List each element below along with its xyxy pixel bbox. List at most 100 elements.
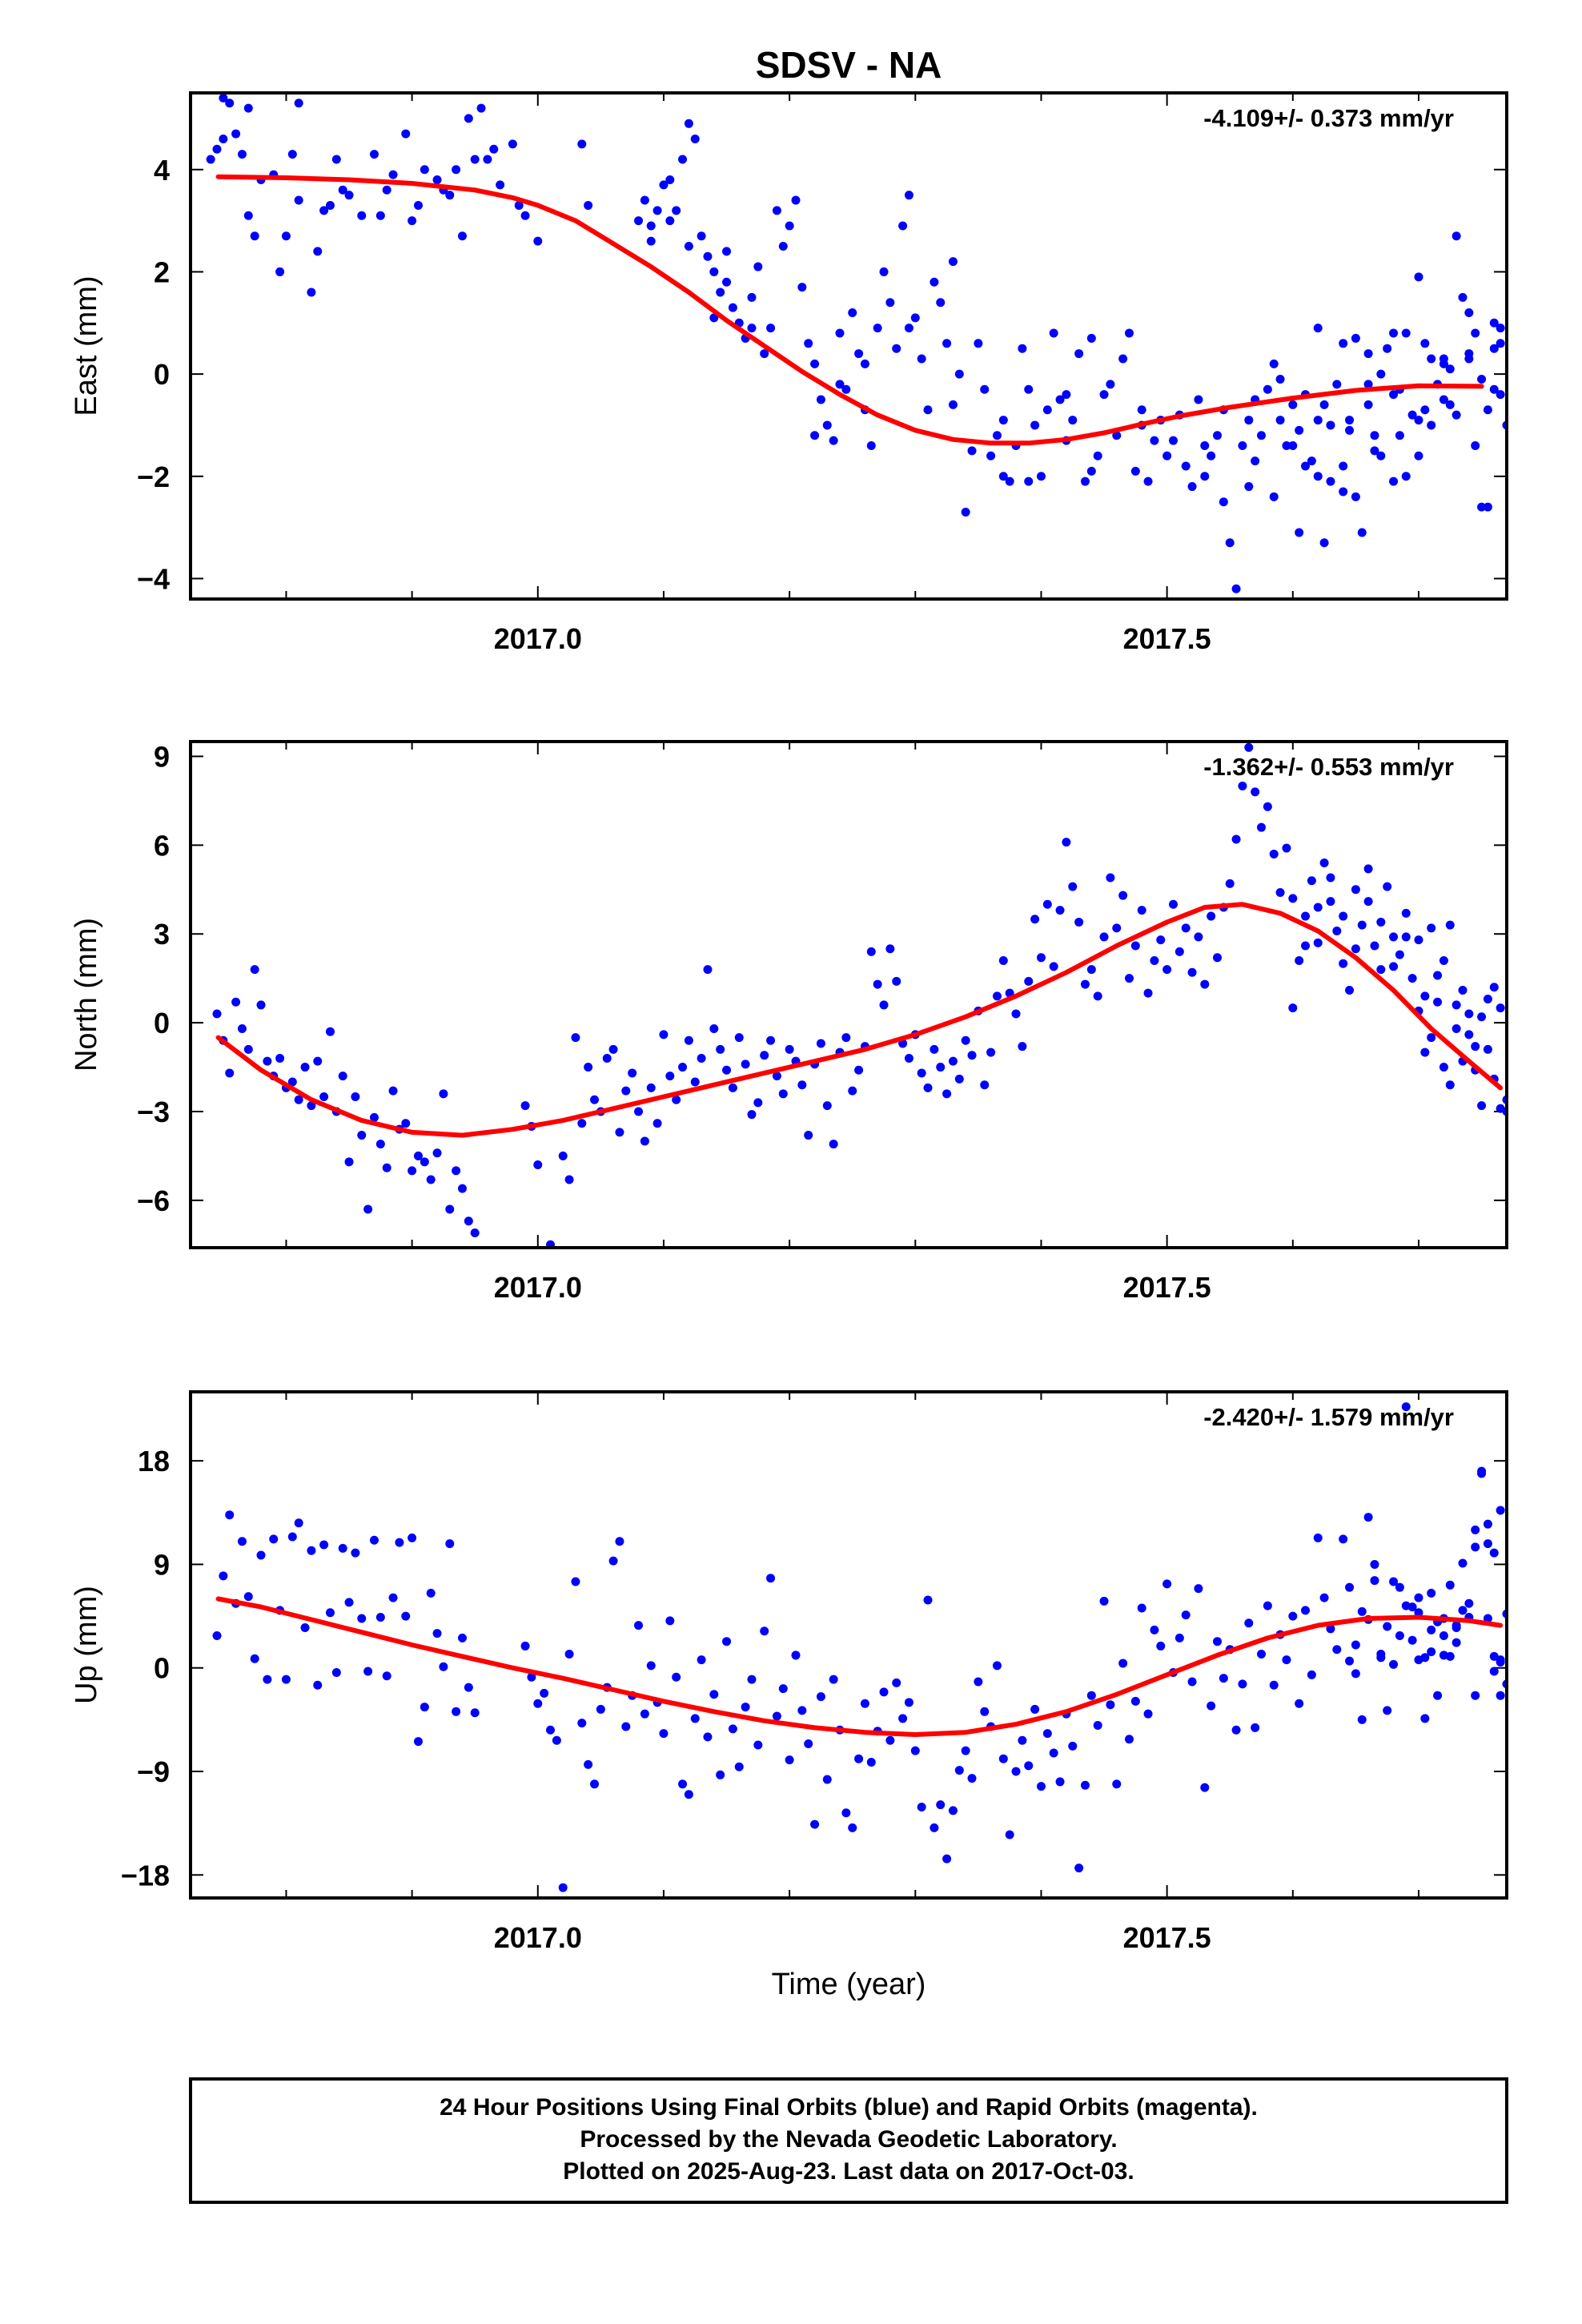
data-point bbox=[628, 1068, 637, 1078]
data-point bbox=[772, 1072, 781, 1081]
data-point bbox=[885, 298, 895, 308]
data-point bbox=[848, 1823, 857, 1832]
data-point bbox=[1150, 1625, 1159, 1634]
data-point bbox=[577, 1119, 587, 1128]
data-point bbox=[1313, 1533, 1323, 1542]
data-point bbox=[1288, 440, 1298, 450]
data-point bbox=[961, 1035, 970, 1045]
y-tick-label: 4 bbox=[154, 154, 170, 187]
data-point bbox=[678, 1779, 688, 1789]
data-point bbox=[898, 221, 908, 231]
data-point bbox=[313, 1680, 323, 1690]
data-point bbox=[1301, 941, 1311, 951]
data-point bbox=[533, 1160, 543, 1170]
data-point bbox=[395, 1538, 404, 1547]
data-point bbox=[338, 1543, 347, 1553]
data-point bbox=[1483, 1519, 1492, 1529]
data-point bbox=[1383, 882, 1392, 891]
data-point bbox=[1370, 1576, 1379, 1586]
data-point bbox=[590, 1779, 600, 1789]
data-point bbox=[1464, 308, 1474, 318]
data-point bbox=[778, 1684, 788, 1694]
data-point bbox=[520, 1641, 530, 1651]
data-point bbox=[980, 1080, 990, 1090]
data-point bbox=[791, 195, 801, 205]
data-point bbox=[1263, 802, 1272, 811]
y-tick-label: 0 bbox=[154, 1652, 170, 1685]
data-point bbox=[496, 180, 505, 190]
data-point bbox=[1024, 384, 1034, 394]
data-point bbox=[1452, 410, 1461, 420]
y-tick-label: −2 bbox=[137, 460, 170, 493]
data-point bbox=[219, 1571, 228, 1581]
data-point bbox=[1257, 822, 1267, 832]
data-point bbox=[1150, 436, 1159, 445]
data-point bbox=[1496, 324, 1505, 333]
data-point bbox=[948, 400, 958, 409]
y-tick-label: −6 bbox=[137, 1184, 170, 1217]
data-point bbox=[1018, 1735, 1027, 1745]
data-point bbox=[974, 1677, 983, 1687]
data-point bbox=[684, 119, 693, 128]
data-point bbox=[1086, 466, 1096, 476]
data-point bbox=[1376, 917, 1386, 927]
data-point bbox=[590, 1095, 600, 1104]
data-point bbox=[1489, 983, 1499, 992]
data-point bbox=[1200, 440, 1210, 450]
plot-frame bbox=[189, 740, 1508, 1249]
data-point bbox=[1055, 906, 1065, 915]
data-point bbox=[1307, 456, 1316, 466]
data-point bbox=[992, 1661, 1002, 1671]
data-point bbox=[1339, 339, 1348, 348]
data-point bbox=[558, 1883, 568, 1892]
data-point bbox=[375, 1613, 385, 1622]
data-point bbox=[1086, 1691, 1096, 1700]
data-point bbox=[854, 349, 864, 359]
data-point bbox=[281, 1675, 291, 1684]
data-point bbox=[866, 440, 876, 450]
data-point bbox=[1143, 476, 1153, 486]
data-point bbox=[1181, 1610, 1191, 1620]
data-point bbox=[420, 165, 429, 175]
data-point bbox=[1194, 1584, 1203, 1594]
rate-annotation: -1.362+/- 0.553 mm/yr bbox=[1203, 753, 1454, 781]
data-point bbox=[728, 303, 737, 312]
data-point bbox=[375, 211, 385, 220]
data-point bbox=[1207, 451, 1216, 460]
data-point bbox=[520, 211, 530, 220]
data-point bbox=[1207, 1701, 1216, 1711]
data-point bbox=[1168, 436, 1178, 445]
data-point bbox=[1395, 1582, 1404, 1592]
x-tick-label: 2017.0 bbox=[494, 622, 582, 655]
data-point bbox=[219, 134, 228, 143]
data-point bbox=[980, 384, 990, 394]
data-point bbox=[1106, 380, 1115, 389]
data-point bbox=[382, 1163, 391, 1172]
data-point bbox=[1162, 451, 1172, 460]
data-point bbox=[1496, 390, 1505, 400]
data-point bbox=[785, 1044, 794, 1054]
data-point bbox=[1112, 1779, 1122, 1789]
data-point bbox=[1018, 344, 1027, 353]
rate-annotation: -4.109+/- 0.373 mm/yr bbox=[1203, 104, 1454, 132]
data-point bbox=[722, 1065, 732, 1075]
data-point bbox=[1042, 899, 1052, 909]
data-point bbox=[810, 431, 820, 440]
data-point bbox=[684, 242, 693, 251]
data-point bbox=[1489, 384, 1499, 394]
data-point bbox=[1162, 965, 1172, 975]
data-point bbox=[1187, 482, 1197, 492]
fit-curve bbox=[215, 902, 1504, 1138]
data-point bbox=[243, 103, 253, 113]
data-point bbox=[237, 1537, 247, 1546]
data-point bbox=[722, 247, 732, 256]
data-point bbox=[1307, 876, 1316, 886]
data-point bbox=[1030, 420, 1040, 430]
data-point bbox=[1351, 492, 1360, 501]
data-point bbox=[716, 1770, 725, 1779]
data-point bbox=[520, 1101, 530, 1111]
data-point bbox=[1420, 1714, 1430, 1723]
data-point bbox=[1099, 932, 1109, 942]
data-point bbox=[1489, 344, 1499, 353]
data-point bbox=[1080, 476, 1090, 486]
